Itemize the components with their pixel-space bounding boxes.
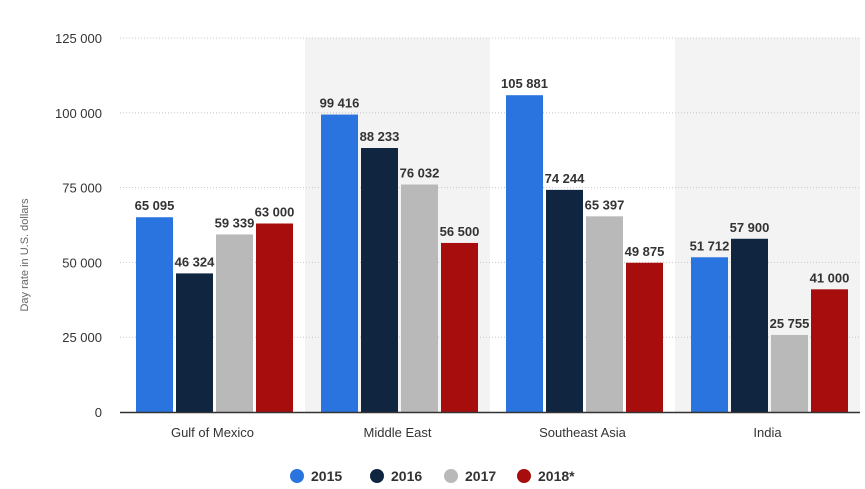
bar-2018-southeast-asia bbox=[626, 262, 663, 412]
x-tick-label: India bbox=[753, 425, 782, 440]
data-label: 88 233 bbox=[360, 129, 400, 144]
bar-2017-southeast-asia bbox=[586, 216, 623, 412]
data-label: 57 900 bbox=[730, 220, 770, 235]
data-label: 76 032 bbox=[400, 166, 440, 181]
legend-item-2016[interactable]: 2016 bbox=[370, 468, 422, 484]
y-tick-label: 100 000 bbox=[55, 106, 102, 121]
legend-item-2018[interactable]: 2018* bbox=[517, 468, 575, 484]
bar-2016-gulf-of-mexico bbox=[176, 273, 213, 412]
legend-marker bbox=[444, 469, 458, 483]
legend-label: 2015 bbox=[311, 468, 342, 484]
bar-2015-gulf-of-mexico bbox=[136, 217, 173, 412]
bar-2018-india bbox=[811, 289, 848, 412]
y-tick-label: 25 000 bbox=[62, 330, 102, 345]
legend-item-2015[interactable]: 2015 bbox=[290, 468, 342, 484]
x-tick-label: Gulf of Mexico bbox=[171, 425, 254, 440]
x-tick-label: Middle East bbox=[364, 425, 432, 440]
bar-2016-southeast-asia bbox=[546, 189, 583, 412]
x-tick-label: Southeast Asia bbox=[539, 425, 626, 440]
legend-label: 2016 bbox=[391, 468, 422, 484]
legend-marker bbox=[290, 469, 304, 483]
legend-marker bbox=[370, 469, 384, 483]
data-label: 56 500 bbox=[440, 224, 480, 239]
data-label: 46 324 bbox=[175, 254, 216, 269]
bar-2017-gulf-of-mexico bbox=[216, 234, 253, 412]
legend-item-2017[interactable]: 2017 bbox=[444, 468, 496, 484]
data-label: 63 000 bbox=[255, 205, 295, 220]
y-tick-label: 50 000 bbox=[62, 255, 102, 270]
bar-2016-india bbox=[731, 238, 768, 412]
data-label: 25 755 bbox=[770, 316, 810, 331]
data-label: 41 000 bbox=[810, 270, 850, 285]
y-tick-label: 125 000 bbox=[55, 31, 102, 46]
data-label: 51 712 bbox=[690, 238, 730, 253]
y-tick-label: 75 000 bbox=[62, 181, 102, 196]
data-label: 65 397 bbox=[585, 197, 625, 212]
legend-label: 2018* bbox=[538, 468, 575, 484]
legend-marker bbox=[517, 469, 531, 483]
bar-2018-gulf-of-mexico bbox=[256, 223, 293, 412]
bar-2015-india bbox=[691, 257, 728, 412]
data-label: 105 881 bbox=[501, 76, 548, 91]
legend: 2015 2016 2017 2018* bbox=[290, 468, 575, 484]
bar-2017-middle-east bbox=[401, 184, 438, 412]
category-labels: Gulf of Mexico Middle East Southeast Asia I… bbox=[171, 425, 782, 440]
bar-2015-middle-east bbox=[321, 114, 358, 412]
bars bbox=[136, 95, 848, 413]
bar-2016-middle-east bbox=[361, 148, 398, 412]
y-tick-label: 0 bbox=[95, 405, 102, 420]
data-label: 49 875 bbox=[625, 244, 665, 259]
bar-2015-southeast-asia bbox=[506, 95, 543, 413]
data-label: 74 244 bbox=[545, 171, 586, 186]
legend-label: 2017 bbox=[465, 468, 496, 484]
data-label: 99 416 bbox=[320, 96, 360, 111]
y-axis-ticks: 0 25 000 50 000 75 000 100 000 125 000 bbox=[55, 31, 102, 420]
data-label: 65 095 bbox=[135, 198, 175, 213]
bar-2017-india bbox=[771, 334, 808, 412]
y-axis-title: Day rate in U.S. dollars bbox=[19, 198, 31, 312]
data-label: 59 339 bbox=[215, 215, 255, 230]
bar-2018-middle-east bbox=[441, 242, 478, 412]
